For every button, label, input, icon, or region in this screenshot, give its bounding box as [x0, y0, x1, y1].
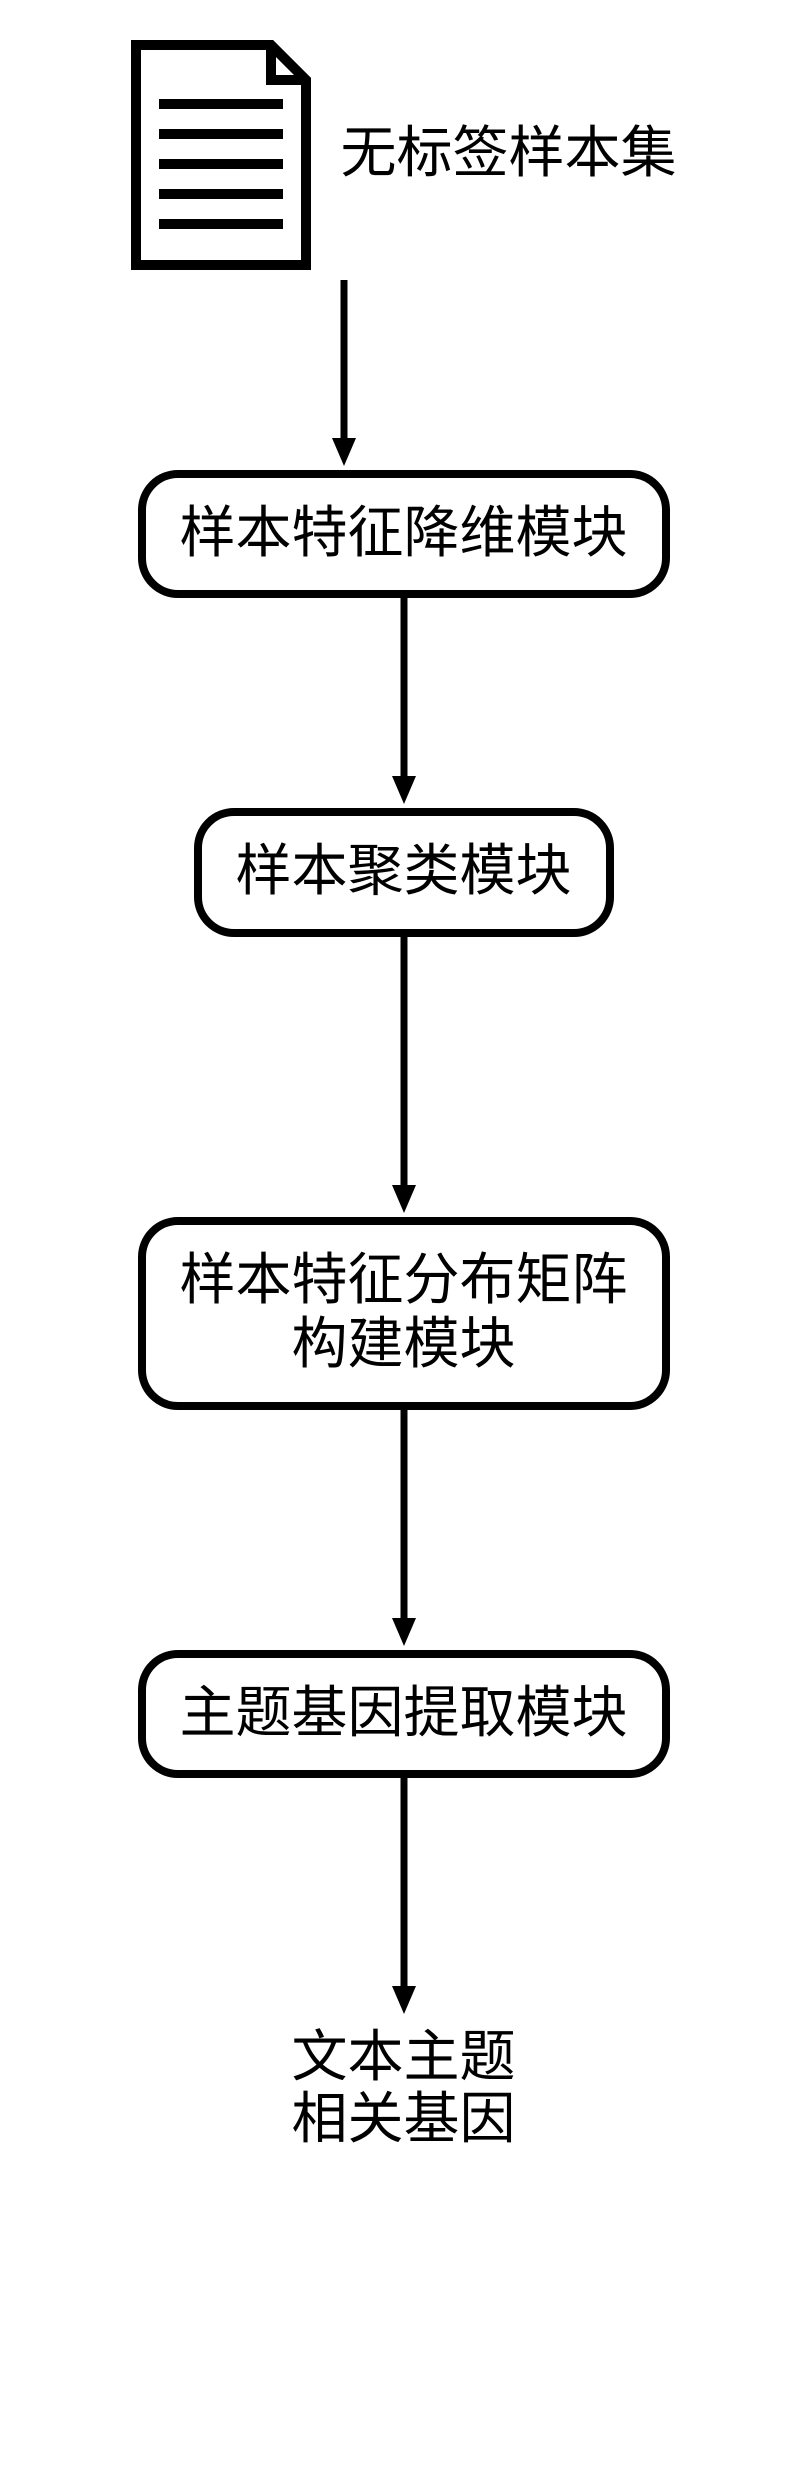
input-row: 无标签样本集 — [131, 40, 677, 270]
node-matrix: 样本特征分布矩阵 构建模块 — [138, 1217, 670, 1410]
arrow-1-wrap — [54, 598, 754, 808]
arrow-icon — [374, 598, 434, 808]
arrow-icon — [374, 1410, 434, 1650]
input-label: 无标签样本集 — [341, 124, 677, 186]
node-label: 样本特征降维模块 — [180, 503, 628, 565]
document-icon — [131, 40, 311, 270]
arrow-icon — [314, 280, 374, 470]
node-extract: 主题基因提取模块 — [138, 1650, 670, 1778]
arrow-0-wrap — [54, 280, 754, 470]
node-dimreduce: 样本特征降维模块 — [138, 470, 670, 598]
node-cluster: 样本聚类模块 — [194, 808, 614, 936]
node-label: 样本特征分布矩阵 构建模块 — [180, 1250, 628, 1376]
arrow-icon — [374, 937, 434, 1217]
arrow-icon — [374, 1778, 434, 2018]
node-label: 主题基因提取模块 — [180, 1683, 628, 1745]
arrow-4-wrap — [54, 1778, 754, 2018]
arrow-2-wrap — [54, 937, 754, 1217]
output-label: 文本主题 相关基因 — [292, 2028, 516, 2151]
node-label: 样本聚类模块 — [236, 841, 572, 903]
arrow-3-wrap — [54, 1410, 754, 1650]
flowchart-container: 无标签样本集 样本特征降维模块 样本聚类模块 样本特征分布矩阵 构建模块 主题基… — [54, 40, 754, 2151]
